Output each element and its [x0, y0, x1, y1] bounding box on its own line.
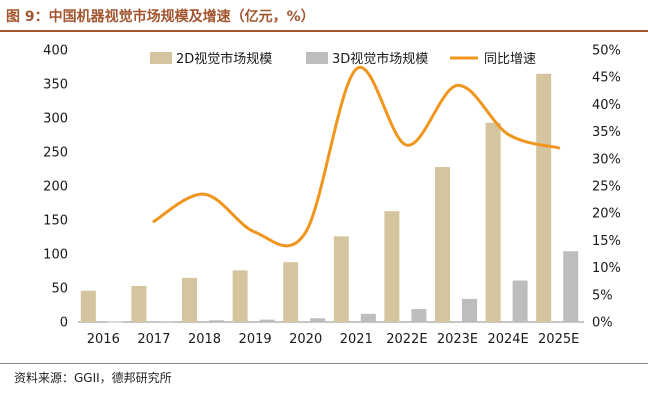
x-tick-label: 2022E: [386, 332, 427, 347]
legend-label-growth: 同比增速: [484, 52, 536, 67]
y-right-tick-label: 10%: [592, 261, 621, 276]
y-left-tick-label: 300: [43, 112, 68, 127]
title-rule: [0, 30, 648, 32]
bar-2d: [232, 270, 248, 322]
bar-3d: [411, 309, 427, 322]
tick-labels: 0 50 100 150 200 250 300 350 400 0% 5% 10% 15% 20% 25%…: [43, 44, 621, 348]
y-left-tick-label: 200: [43, 180, 68, 195]
bar-2d: [384, 211, 400, 322]
y-right-tick-label: 40%: [592, 98, 621, 113]
bar-2d: [80, 290, 96, 322]
x-tick-label: 2018: [188, 332, 221, 347]
bar-3d: [563, 251, 579, 322]
bar-3d: [512, 280, 528, 322]
y-right-tick-label: 20%: [592, 207, 621, 222]
x-tick-label: 2021: [340, 332, 373, 347]
x-tick-label: 2016: [87, 332, 120, 347]
x-tick-label: 2020: [289, 332, 322, 347]
growth-line: [152, 65, 561, 248]
bar-3d: [310, 318, 326, 322]
y-right-tick-label: 0%: [592, 316, 613, 331]
legend-label-3d: 3D视觉市场规模: [332, 51, 428, 67]
bar-2d: [435, 166, 450, 322]
x-tick-label: 2024E: [487, 332, 528, 347]
y-right-tick-label: 25%: [592, 180, 621, 195]
x-tick-label: 2019: [239, 332, 272, 347]
y-left-tick-label: 400: [43, 44, 68, 59]
y-right-tick-label: 30%: [592, 152, 621, 167]
bar-2d: [283, 262, 299, 322]
figure-title: 图 9：中国机器视觉市场规模及增速（亿元，%）: [6, 9, 315, 25]
x-tick-label: 2025E: [538, 332, 579, 347]
y-right-tick-label: 5%: [592, 288, 613, 303]
y-left-tick-label: 50: [51, 282, 68, 297]
bar-3d: [259, 319, 275, 322]
y-right-tick-label: 50%: [592, 44, 621, 59]
y-left-tick-label: 150: [43, 214, 68, 229]
source-rule: [0, 363, 648, 364]
y-left-tick-label: 250: [43, 146, 68, 161]
bar-3d: [462, 298, 477, 322]
growth-rate-line: [152, 65, 561, 248]
legend: 2D视觉市场规模 3D视觉市场规模 同比增速: [150, 51, 536, 67]
y-left-tick-label: 350: [43, 78, 68, 93]
y-left-tick-label: 0: [60, 316, 68, 331]
legend-label-2d: 2D视觉市场规模: [176, 51, 272, 67]
legend-swatch-3d: [306, 52, 328, 64]
bars: [80, 73, 579, 323]
bar-2d: [182, 277, 197, 322]
source-note: 资料来源：GGII，德邦研究所: [14, 371, 172, 385]
legend-swatch-2d: [150, 52, 172, 64]
y-right-tick-label: 35%: [592, 125, 621, 140]
y-right-tick-label: 15%: [592, 234, 621, 249]
x-tick-label: 2017: [137, 332, 170, 347]
x-tick-label: 2023E: [437, 332, 478, 347]
bar-2d: [536, 73, 552, 322]
bar-2d: [333, 236, 349, 322]
bar-2d: [131, 285, 147, 322]
bar-3d: [209, 320, 224, 322]
bar-3d: [107, 321, 123, 323]
y-right-tick-label: 45%: [592, 71, 621, 86]
y-left-tick-label: 100: [43, 248, 68, 263]
bar-2d: [485, 122, 501, 322]
bar-3d: [360, 313, 376, 322]
bar-3d: [158, 321, 174, 323]
